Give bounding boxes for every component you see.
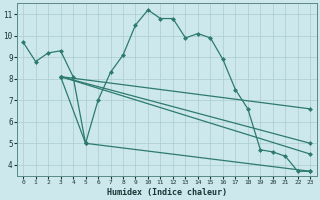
X-axis label: Humidex (Indice chaleur): Humidex (Indice chaleur) xyxy=(107,188,227,197)
